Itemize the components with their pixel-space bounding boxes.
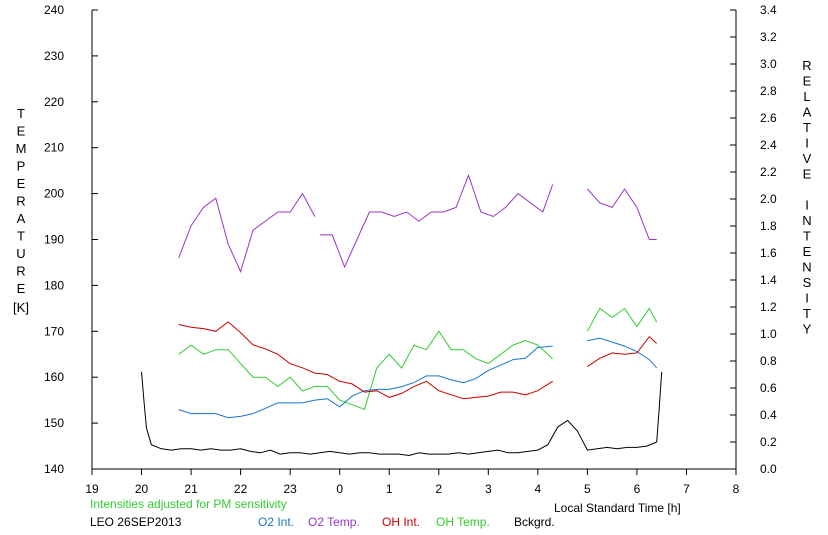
x-tick-label: 4 [535, 482, 542, 496]
series-line-o2-temp [587, 188, 657, 240]
x-axis-label: Local Standard Time [h] [554, 501, 681, 515]
y-right-label-letter: N [802, 213, 811, 228]
y-right-tick-label: 2.8 [760, 84, 777, 98]
y-right-label-letter: Y [803, 322, 812, 337]
y-left-label-letter: P [17, 159, 26, 174]
y-left-tick-label: 160 [44, 370, 64, 384]
x-tick-label: 8 [733, 482, 740, 496]
station-label: LEO 26SEP2013 [90, 515, 182, 529]
y-right-label-letter: T [803, 306, 811, 321]
x-tick-label: 20 [135, 482, 149, 496]
y-right-label-letter: I [805, 198, 809, 213]
annotation-adjusted: Intensities adjusted for PM sensitivity [90, 497, 287, 511]
y-left-label-letter: R [16, 264, 25, 279]
y-right-tick-label: 3.2 [760, 30, 777, 44]
y-right-label-letter: T [803, 229, 811, 244]
axis-ticks: 1401501601701801902002102202302400.00.20… [44, 3, 777, 496]
y-right-tick-label: 1.2 [760, 300, 777, 314]
series-line-o2-temp [178, 192, 316, 274]
x-tick-label: 23 [283, 482, 297, 496]
y-right-tick-label: 1.0 [760, 327, 777, 341]
series-line-oh-int [587, 335, 658, 367]
series-line-o2-temp [319, 173, 554, 269]
y-right-tick-label: 2.2 [760, 165, 777, 179]
y-left-label-letter: R [16, 194, 25, 209]
y-left-tick-label: 210 [44, 141, 64, 155]
y-left-label-letter: T [17, 229, 25, 244]
y-right-label-letter: S [803, 275, 812, 290]
y-right-label-letter: I [805, 136, 809, 151]
y-right-label-letter: R [802, 58, 811, 73]
x-tick-label: 21 [184, 482, 198, 496]
y-right-tick-label: 2.4 [760, 138, 777, 152]
y-right-label-letter: N [802, 260, 811, 275]
y-right-label-letter: E [803, 167, 812, 182]
legend-bckgrd: Bckgrd. [514, 515, 555, 529]
y-right-label-letter: E [803, 244, 812, 259]
y-left-label-letter: U [16, 246, 25, 261]
y-right-label-letter: E [803, 74, 812, 89]
y-left-tick-label: 140 [44, 462, 64, 476]
series-line-oh-temp [178, 330, 554, 410]
y-right-label-letter: A [803, 105, 812, 120]
legend-oh-int: OH Int. [382, 515, 420, 529]
x-tick-label: 6 [634, 482, 641, 496]
y-right-label-letter: L [803, 89, 810, 104]
y-right-tick-label: 0.0 [760, 462, 777, 476]
y-right-tick-label: 0.6 [760, 381, 777, 395]
y-left-tick-label: 240 [44, 3, 64, 17]
y-right-tick-label: 2.6 [760, 111, 777, 125]
y-left-tick-label: 180 [44, 278, 64, 292]
series-line-oh-int [178, 321, 553, 400]
y-right-tick-label: 0.2 [760, 435, 777, 449]
y-left-tick-label: 190 [44, 233, 64, 247]
y-left-label-letter: M [16, 141, 27, 156]
y-right-label-letter: T [803, 120, 811, 135]
y-left-tick-label: 150 [44, 416, 64, 430]
series-line-o2-int [178, 345, 553, 419]
y-right-tick-label: 0.4 [760, 408, 777, 422]
plot-frame [91, 10, 737, 470]
x-tick-label: 22 [234, 482, 248, 496]
series-line-bckgrd [141, 371, 663, 457]
y-left-tick-label: 170 [44, 324, 64, 338]
y-right-tick-label: 1.8 [760, 219, 777, 233]
y-left-unit: [K] [13, 300, 29, 315]
y-left-label-letter: E [17, 281, 26, 296]
y-left-label-letter: E [17, 124, 26, 139]
legend-oh-temp: OH Temp. [436, 515, 490, 529]
x-tick-label: 5 [584, 482, 591, 496]
chart-series [141, 173, 663, 457]
x-tick-label: 2 [435, 482, 442, 496]
y-right-tick-label: 0.8 [760, 354, 777, 368]
series-line-o2-int [587, 337, 658, 369]
y-left-tick-label: 230 [44, 49, 64, 63]
y-left-label-letter: A [17, 211, 26, 226]
legend-o2-temp: O2 Temp. [308, 515, 360, 529]
x-tick-label: 3 [485, 482, 492, 496]
x-tick-label: 7 [683, 482, 690, 496]
y-right-tick-label: 3.4 [760, 3, 777, 17]
y-right-tick-label: 2.0 [760, 192, 777, 206]
legend-o2-int: O2 Int. [258, 515, 294, 529]
x-tick-label: 0 [336, 482, 343, 496]
y-right-tick-label: 3.0 [760, 57, 777, 71]
y-right-tick-label: 1.6 [760, 246, 777, 260]
y-right-label-letter: V [803, 151, 812, 166]
x-tick-label: 1 [386, 482, 393, 496]
y-left-tick-label: 220 [44, 95, 64, 109]
x-tick-label: 19 [85, 482, 99, 496]
y-right-label-letter: I [805, 291, 809, 306]
y-right-tick-label: 1.4 [760, 273, 777, 287]
y-left-tick-label: 200 [44, 187, 64, 201]
y-left-label-letter: E [17, 176, 26, 191]
series-line-oh-temp [586, 307, 658, 332]
y-left-label-letter: T [17, 106, 25, 121]
